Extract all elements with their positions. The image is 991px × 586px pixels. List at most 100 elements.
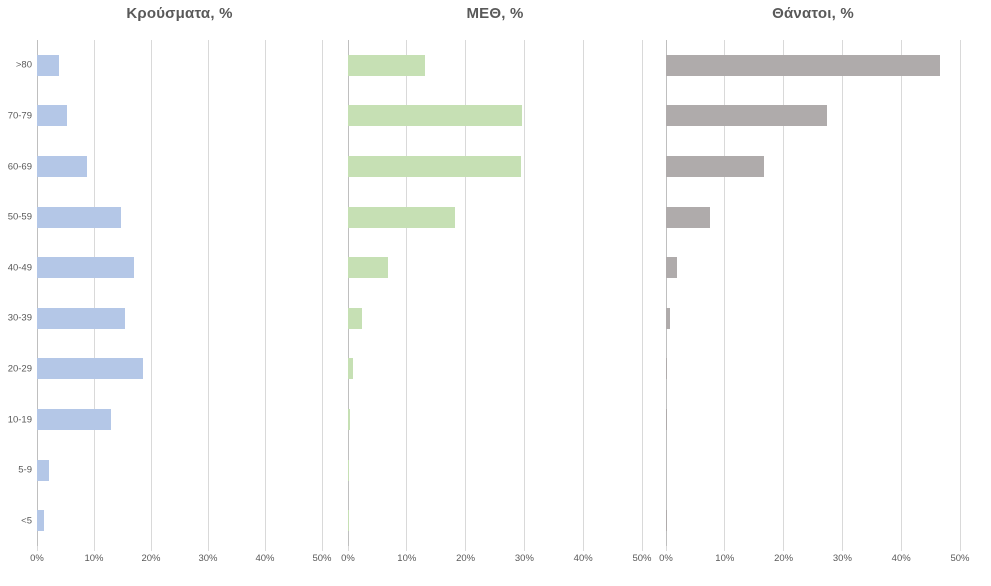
age-group-label: 70-79	[7, 110, 32, 122]
age-group-label: 30-39	[7, 312, 32, 324]
x-axis-tick	[93, 546, 95, 551]
x-axis-tick-label: 20%	[141, 553, 161, 564]
gridline	[321, 40, 323, 546]
x-axis-tick	[150, 546, 152, 551]
bar->80	[348, 54, 426, 76]
x-axis-tick	[724, 546, 726, 551]
gridline	[523, 40, 525, 546]
x-axis-tick-label: 30%	[514, 553, 534, 564]
bar-10-19	[666, 409, 668, 430]
bar-10-19	[348, 409, 350, 430]
bar-10-19	[37, 409, 111, 430]
bar-5-9	[348, 459, 349, 481]
x-axis-tick	[582, 546, 584, 551]
age-group-label: 20-29	[7, 363, 32, 375]
x-axis-tick-label: 0%	[341, 553, 355, 564]
bar-70-79	[37, 105, 67, 127]
x-axis-tick	[406, 546, 408, 551]
age-group-label: 50-59	[7, 211, 32, 223]
bar-<5	[666, 510, 668, 532]
x-axis-tick-label: 30%	[832, 553, 852, 564]
age-group-label: 10-19	[7, 414, 32, 425]
chart-title-deaths: Θάνατοι, %	[772, 5, 854, 22]
x-axis-tick-label: 20%	[774, 553, 794, 564]
gridline	[207, 40, 209, 546]
bar-<5	[37, 510, 45, 532]
gridline	[783, 40, 785, 546]
x-axis-tick	[321, 546, 323, 551]
chart-title-cases: Κρούσματα, %	[126, 5, 233, 22]
y-axis-line	[665, 40, 667, 546]
bar-40-49	[348, 257, 388, 279]
x-axis-tick	[523, 546, 525, 551]
bar-5-9	[37, 459, 49, 481]
x-axis-tick	[959, 546, 961, 551]
bar-60-69	[666, 156, 764, 177]
age-group-label: 5-9	[18, 464, 32, 476]
panel-cases: Κρούσματα, % >80 70-79 60-69 50-59 40-49 30-3…	[0, 0, 337, 586]
gridline	[406, 40, 408, 546]
x-axis-tick	[900, 546, 902, 551]
bar-50-59	[348, 206, 456, 228]
bar-<5	[348, 510, 349, 532]
x-axis-tick-label: 50%	[950, 553, 970, 564]
bar-30-39	[348, 307, 362, 329]
y-axis-line	[36, 40, 38, 546]
gridline	[264, 40, 266, 546]
x-axis-tick	[207, 546, 209, 551]
gridline	[900, 40, 902, 546]
gridline	[724, 40, 726, 546]
x-axis-tick	[36, 546, 38, 551]
plot-area-deaths: 0% 10% 20% 30% 40% 50%	[659, 40, 970, 564]
x-axis-tick-label: 50%	[632, 553, 652, 564]
x-axis-tick	[783, 546, 785, 551]
x-axis-tick	[465, 546, 467, 551]
x-axis-tick	[841, 546, 843, 551]
bar-50-59	[666, 206, 710, 228]
gridline	[582, 40, 584, 546]
gridline	[841, 40, 843, 546]
age-group-axis: >80 70-79 60-69 50-59 40-49 30-39 20-29 10-19 5-…	[0, 40, 37, 546]
x-axis-tick-label: 10%	[715, 553, 735, 564]
x-axis-tick	[641, 546, 643, 551]
x-axis-tick-label: 0%	[659, 553, 673, 564]
bar->80	[666, 54, 940, 76]
panel-deaths: Θάνατοι, % 0% 10% 20% 30% 40% 50%	[653, 0, 991, 586]
x-axis-tick-label: 30%	[198, 553, 218, 564]
age-group-label: 40-49	[7, 262, 32, 274]
bar-70-79	[666, 105, 827, 127]
x-axis-tick	[264, 546, 266, 551]
x-axis-tick-label: 0%	[30, 553, 44, 564]
age-group-label: <5	[21, 515, 32, 527]
x-axis-tick	[665, 546, 667, 551]
x-axis-tick-label: 40%	[891, 553, 911, 564]
gridline	[93, 40, 95, 546]
plot-area-icu: 0% 10% 20% 30% 40% 50%	[341, 40, 652, 564]
x-axis-tick	[347, 546, 349, 551]
bar-40-49	[37, 257, 135, 279]
x-axis-tick-label: 50%	[312, 553, 332, 564]
age-group-label: 60-69	[7, 161, 32, 172]
bar-40-49	[666, 257, 678, 279]
gridline	[641, 40, 643, 546]
bar-20-29	[37, 358, 144, 380]
x-axis-tick-label: 40%	[573, 553, 593, 564]
plot-area-cases: 0% 10% 20% 30% 40% 50%	[30, 40, 332, 564]
bar-30-39	[666, 307, 670, 329]
bar-60-69	[348, 156, 521, 177]
bar-70-79	[348, 105, 523, 127]
bar-30-39	[37, 307, 125, 329]
chart-title-icu: ΜΕΘ, %	[466, 5, 524, 22]
x-axis-tick-label: 40%	[255, 553, 275, 564]
gridline	[959, 40, 961, 546]
x-axis-tick-label: 20%	[456, 553, 476, 564]
bar-50-59	[37, 206, 122, 228]
bar-20-29	[666, 358, 668, 380]
x-axis-tick-label: 10%	[397, 553, 417, 564]
panel-icu: ΜΕΘ, % 0% 10% 20% 30% 40% 50%	[337, 0, 653, 586]
gridline	[150, 40, 152, 546]
x-axis-tick-label: 10%	[84, 553, 104, 564]
y-axis-line	[347, 40, 349, 546]
age-group-label: >80	[15, 59, 32, 71]
